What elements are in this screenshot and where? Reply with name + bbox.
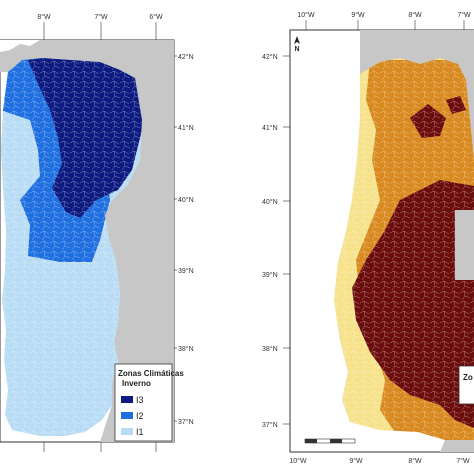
- left-north-coast: [0, 40, 40, 52]
- left-map: 8°W 7°W 6°W 42°N 41°N 40°N 39°N 38°N 37°…: [0, 13, 194, 452]
- right-lon-bottom-9w: 9°W: [349, 457, 363, 465]
- left-lon-label-7w: 7°W: [94, 13, 108, 21]
- left-lat-label-37n: 37°N: [178, 418, 194, 426]
- right-lon-bottom-10w: 10°W: [289, 457, 307, 465]
- right-lat-axis: 42°N 41°N 40°N 39°N 38°N 37°N: [262, 53, 290, 429]
- right-lon-top-8w: 8°W: [408, 11, 422, 19]
- legend-swatch-i3: [121, 396, 133, 403]
- right-lat-label-37n: 37°N: [262, 421, 278, 429]
- right-lon-bottom-8w: 8°W: [408, 457, 422, 465]
- left-lon-label-6w: 6°W: [149, 13, 163, 21]
- north-arrow-icon: N: [294, 36, 300, 53]
- left-lon-axis: 8°W 7°W 6°W: [37, 13, 163, 452]
- right-lon-axis-bottom: 10°W 9°W 8°W 7°W: [289, 457, 470, 465]
- legend-title-line2: Inverno: [122, 379, 151, 388]
- left-lat-label-38n: 38°N: [178, 345, 194, 353]
- right-lon-top-9w: 9°W: [351, 11, 365, 19]
- right-legend-title-fragment: Zo: [463, 373, 473, 382]
- right-spain-patch: [455, 210, 474, 280]
- legend-swatch-i2: [121, 412, 133, 419]
- north-label: N: [294, 46, 299, 53]
- right-lat-label-39n: 39°N: [262, 271, 278, 279]
- right-lat-label-40n: 40°N: [262, 198, 278, 206]
- right-legend-box: [458, 365, 474, 405]
- left-lat-label-40n: 40°N: [178, 196, 194, 204]
- right-lon-axis-top: 10°W 9°W 8°W 7°W: [297, 11, 471, 30]
- left-lon-label-8w: 8°W: [37, 13, 51, 21]
- legend-label-i1: I1: [136, 427, 144, 437]
- left-spain-land: [0, 40, 174, 442]
- left-lat-axis: 42°N 41°N 40°N 39°N 38°N 37°N: [174, 53, 194, 426]
- left-lat-label-39n: 39°N: [178, 267, 194, 275]
- right-lon-top-10w: 10°W: [297, 11, 315, 19]
- legend-label-i3: I3: [136, 395, 144, 405]
- right-lat-label-41n: 41°N: [262, 124, 278, 132]
- legend-title-line1: Zonas Climáticas: [118, 369, 184, 378]
- right-lat-label-38n: 38°N: [262, 345, 278, 353]
- left-legend: Zonas Climáticas Inverno I3 I2 I1: [114, 363, 184, 442]
- left-lat-label-42n: 42°N: [178, 53, 194, 61]
- scale-bar: [304, 438, 356, 444]
- left-lat-label-41n: 41°N: [178, 124, 194, 132]
- right-lat-label-42n: 42°N: [262, 53, 278, 61]
- right-legend-partial: Zo: [458, 365, 474, 405]
- right-lon-bottom-7w: 7°W: [456, 457, 470, 465]
- legend-swatch-i1: [121, 428, 133, 435]
- right-map: 10°W 9°W 8°W 7°W 10°W 9°W 8°W 7°W 42°N 4…: [262, 11, 474, 465]
- left-portugal: [1, 58, 142, 436]
- legend-label-i2: I2: [136, 411, 144, 421]
- right-lon-top-7w: 7°W: [457, 11, 471, 19]
